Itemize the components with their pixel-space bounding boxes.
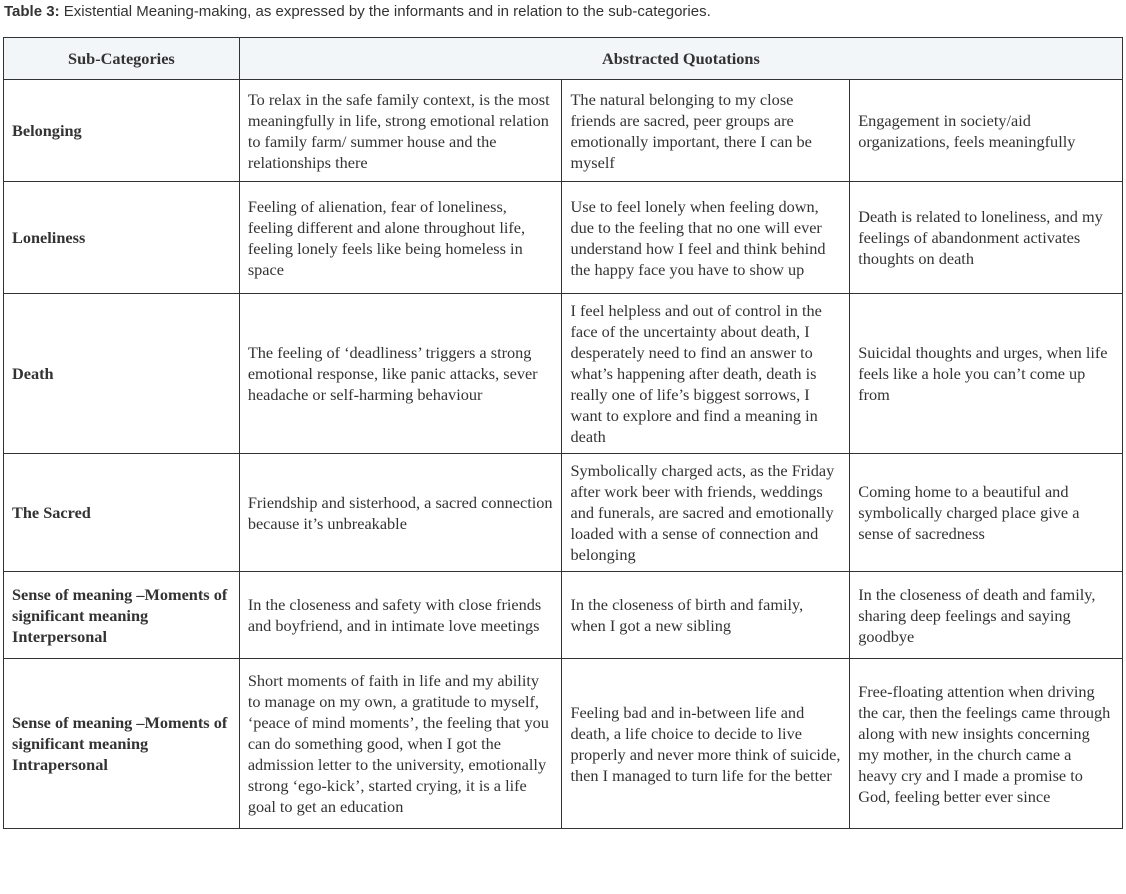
quotation-cell: Suicidal thoughts and urges, when life f… (849, 293, 1123, 454)
table-row: Belonging To relax in the safe family con… (3, 79, 1123, 182)
quotation-cell: Feeling bad and in-between life and deat… (561, 658, 851, 829)
sub-category-cell: Belonging (3, 79, 240, 182)
header-sub-categories: Sub-Categories (3, 37, 240, 80)
quotation-cell: Free-floating attention when driving the… (849, 658, 1123, 829)
quotation-cell: Use to feel lonely when feeling down, du… (561, 181, 851, 294)
sub-category-cell: Loneliness (3, 181, 240, 294)
quotation-cell: The feeling of ‘deadliness’ triggers a s… (238, 293, 563, 454)
quotation-cell: Short moments of faith in life and my ab… (238, 658, 563, 829)
table-row: Death The feeling of ‘deadliness’ trigger… (3, 293, 1123, 454)
meaning-making-table: Sub-Categories Abstracted Quotations Bel… (3, 37, 1124, 829)
quotation-cell: Friendship and sisterhood, a sacred conn… (238, 453, 563, 572)
quotation-cell: In the closeness of birth and family, wh… (561, 571, 851, 659)
header-row: Sub-Categories Abstracted Quotations (3, 37, 1124, 80)
caption-label: Table 3: (4, 3, 60, 20)
header-abstracted-quotations: Abstracted Quotations (238, 37, 1124, 80)
sub-category-cell: Sense of meaning –Moments of significant… (3, 658, 240, 829)
quotation-cell: Engagement in society/aid organizations,… (849, 79, 1123, 182)
table-row: The Sacred Friendship and sisterhood, a s… (3, 453, 1123, 572)
table-row: Sense of meaning –Moments of significant… (3, 658, 1123, 829)
table-caption: Table 3: Existential Meaning-making, as … (4, 3, 711, 20)
quotation-cell: The natural belonging to my close friend… (561, 79, 851, 182)
quotation-cell: In the closeness and safety with close f… (238, 571, 563, 659)
sub-category-cell: Sense of meaning –Moments of significant… (3, 571, 240, 659)
quotation-cell: Symbolically charged acts, as the Friday… (561, 453, 851, 572)
quotation-cell: In the closeness of death and family, sh… (849, 571, 1123, 659)
quotation-cell: Coming home to a beautiful and symbolica… (849, 453, 1123, 572)
quotation-cell: Feeling of alienation, fear of lonelines… (238, 181, 563, 294)
sub-category-cell: The Sacred (3, 453, 240, 572)
quotation-cell: To relax in the safe family context, is … (238, 79, 563, 182)
table-row: Loneliness Feeling of alienation, fear of… (3, 181, 1123, 294)
table-row: Sense of meaning –Moments of significant… (3, 571, 1123, 659)
sub-category-cell: Death (3, 293, 240, 454)
caption-text: Existential Meaning-making, as expressed… (59, 3, 711, 20)
quotation-cell: I feel helpless and out of control in th… (561, 293, 851, 454)
quotation-cell: Death is related to loneliness, and my f… (849, 181, 1123, 294)
